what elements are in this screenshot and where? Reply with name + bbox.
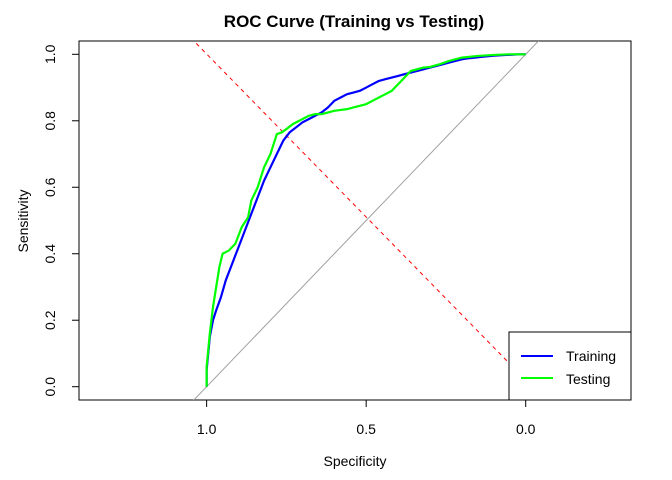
x-tick-label: 0.5: [356, 421, 376, 437]
x-axis: 1.0 0.5 0.0: [197, 399, 536, 437]
y-tick-label: 0.6: [42, 177, 58, 197]
legend-label-testing: Testing: [566, 371, 610, 387]
series-line-training: [205, 53, 526, 387]
x-tick-label: 0.0: [516, 421, 536, 437]
legend-box: [508, 331, 632, 401]
y-axis-label: Sensitivity: [15, 189, 31, 252]
legend: Training Testing: [508, 331, 632, 401]
reference-lines: [193, 41, 540, 400]
threshold-reference-line: [193, 41, 527, 381]
y-axis: 0.0 0.2 0.4 0.6 0.8 1.0: [42, 44, 80, 397]
y-tick-label: 0.2: [42, 310, 58, 330]
diagonal-reference-line: [193, 41, 540, 400]
x-axis-label: Specificity: [323, 453, 386, 469]
y-tick-label: 0.8: [42, 111, 58, 131]
y-tick-label: 0.4: [42, 244, 58, 264]
y-tick-label: 1.0: [42, 44, 58, 64]
series-lines: [205, 53, 526, 387]
legend-label-training: Training: [566, 348, 616, 364]
y-tick-label: 0.0: [42, 377, 58, 397]
x-tick-label: 1.0: [197, 421, 217, 437]
series-line-testing: [205, 53, 526, 387]
chart-title: ROC Curve (Training vs Testing): [224, 12, 484, 31]
